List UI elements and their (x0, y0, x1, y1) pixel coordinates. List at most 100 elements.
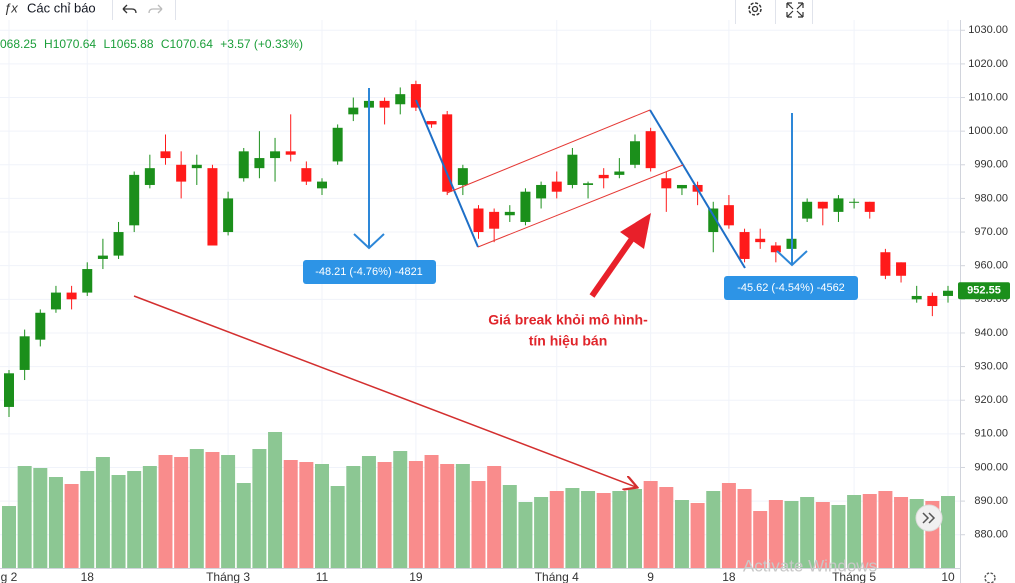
candle-body (911, 295, 922, 300)
x-tick-label: 11 (316, 570, 329, 583)
candle-body (849, 201, 860, 203)
volume-bar (784, 501, 799, 568)
candle-body (880, 252, 891, 276)
axis-settings-button[interactable] (984, 572, 996, 583)
last-price-label: 952.55 (967, 285, 1001, 297)
indicators-button[interactable]: ƒx Các chỉ báo (4, 0, 96, 15)
candle-body (896, 262, 907, 276)
settings-button[interactable] (748, 2, 762, 16)
candle-body (285, 151, 296, 155)
redo-button[interactable] (148, 4, 163, 14)
volume-bar (800, 497, 815, 568)
candle-body (473, 208, 484, 233)
y-tick-label: 880.00 (974, 529, 1008, 541)
candle-body (176, 164, 187, 182)
watermark: Activate Windows (743, 556, 877, 575)
candle-body (50, 292, 61, 310)
legend-open: 068.25 (0, 37, 37, 51)
candle-body (35, 312, 46, 340)
volume-bar (17, 466, 32, 568)
candle-body (254, 158, 265, 169)
volume-bar (174, 457, 189, 568)
volume-bar (690, 503, 705, 568)
volume-bar (330, 486, 345, 568)
volume-bar (815, 502, 830, 568)
volume-bar (487, 466, 502, 568)
volume-bar (2, 506, 16, 568)
y-tick-label: 1010.00 (968, 91, 1008, 103)
measure-arrow-head (353, 233, 385, 250)
candle-body (270, 151, 281, 159)
y-tick-label: 890.00 (974, 495, 1008, 507)
measure-box (303, 260, 436, 284)
candle-body (708, 208, 719, 233)
volume-bar (393, 451, 408, 568)
candle-body (864, 201, 875, 212)
volume-bar (674, 500, 689, 568)
candle-body (19, 336, 30, 370)
candle-body (661, 178, 672, 189)
y-tick-label: 1000.00 (968, 125, 1008, 137)
volume-bar (706, 491, 721, 568)
axes: 880.00 890.00 900.00 910.00 920.00 930.00 940.… (1, 24, 1010, 583)
volume-bar (581, 491, 596, 568)
y-tick-label: 930.00 (974, 360, 1008, 372)
candle-body (457, 168, 468, 185)
volume-bar (315, 464, 329, 568)
candle-body (379, 100, 390, 108)
volume-bar (205, 452, 220, 568)
volume-bar (361, 456, 376, 568)
callout-arrow-head (620, 213, 651, 249)
candle-body (504, 211, 515, 216)
volume-bar (941, 496, 955, 568)
volume-bar (95, 457, 110, 568)
volume-bar (768, 500, 783, 568)
toolbar (0, 0, 960, 20)
legend-low: L1065.88 (103, 37, 153, 51)
volume-bar (377, 462, 392, 568)
undo-button[interactable] (122, 4, 137, 14)
fullscreen-button[interactable] (786, 2, 804, 18)
candle-body (598, 174, 609, 179)
gear-hole (751, 5, 759, 13)
x-tick-label: 9 (647, 570, 654, 583)
legend-close: C1070.64 (161, 37, 213, 51)
volume-bar (549, 491, 564, 568)
y-tick-label: 1030.00 (968, 24, 1008, 36)
volume-bar (440, 464, 455, 568)
candle-body (614, 171, 625, 175)
volume-bar (80, 471, 95, 568)
volume-bar (111, 475, 126, 568)
volume-bar (534, 497, 549, 568)
indicators-label: Các chỉ báo (27, 0, 96, 15)
volume-bar (862, 494, 877, 568)
measure-arrow-head (776, 250, 808, 267)
volume-bar (127, 471, 142, 568)
measure-label: -45.62 (-4.54%) -4562 (737, 282, 845, 294)
candle-body (317, 181, 327, 189)
candle-body (66, 292, 77, 300)
volume-bar (628, 489, 642, 568)
volume-bar (737, 489, 752, 568)
candle-body (770, 245, 781, 253)
candle-body (645, 131, 656, 169)
x-tick-label: 18 (722, 570, 736, 583)
volume-bar (299, 462, 314, 568)
candle-body (520, 191, 531, 222)
volume-bar (64, 484, 79, 568)
volume-bar (643, 481, 658, 568)
volume-bar (221, 455, 236, 568)
candle-body (410, 84, 421, 108)
candle-body (551, 181, 562, 192)
x-tick-label: Tháng 5 (832, 570, 876, 583)
volume-bar (721, 483, 736, 568)
candle-body (129, 174, 140, 226)
scroll-right-button[interactable] (915, 504, 943, 532)
fx-icon: ƒx (4, 0, 18, 15)
x-tick-label: g 2 (1, 570, 18, 583)
candle-body (567, 154, 578, 185)
trend-arrow (133, 295, 636, 487)
candle-body (943, 290, 953, 296)
candle-body (833, 198, 844, 212)
